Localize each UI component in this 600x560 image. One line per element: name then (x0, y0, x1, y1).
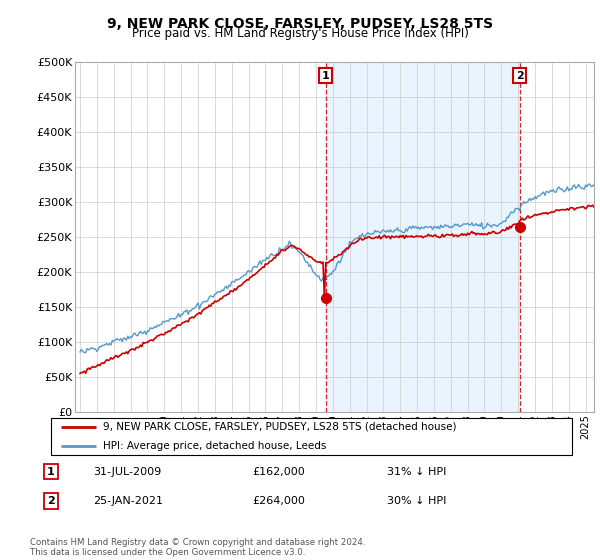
Text: 31% ↓ HPI: 31% ↓ HPI (387, 466, 446, 477)
Text: Price paid vs. HM Land Registry's House Price Index (HPI): Price paid vs. HM Land Registry's House … (131, 27, 469, 40)
Text: £264,000: £264,000 (252, 496, 305, 506)
Text: HPI: Average price, detached house, Leeds: HPI: Average price, detached house, Leed… (103, 441, 327, 451)
FancyBboxPatch shape (50, 418, 572, 455)
Text: 31-JUL-2009: 31-JUL-2009 (93, 466, 161, 477)
Text: 2: 2 (47, 496, 55, 506)
Text: 1: 1 (322, 71, 329, 81)
Text: 9, NEW PARK CLOSE, FARSLEY, PUDSEY, LS28 5TS: 9, NEW PARK CLOSE, FARSLEY, PUDSEY, LS28… (107, 17, 493, 31)
Text: 25-JAN-2021: 25-JAN-2021 (93, 496, 163, 506)
Text: Contains HM Land Registry data © Crown copyright and database right 2024.
This d: Contains HM Land Registry data © Crown c… (30, 538, 365, 557)
Text: 30% ↓ HPI: 30% ↓ HPI (387, 496, 446, 506)
Bar (326, 62, 520, 412)
Text: 2: 2 (515, 71, 523, 81)
Text: 1: 1 (47, 466, 55, 477)
Text: 9, NEW PARK CLOSE, FARSLEY, PUDSEY, LS28 5TS (detached house): 9, NEW PARK CLOSE, FARSLEY, PUDSEY, LS28… (103, 422, 457, 432)
Text: £162,000: £162,000 (252, 466, 305, 477)
